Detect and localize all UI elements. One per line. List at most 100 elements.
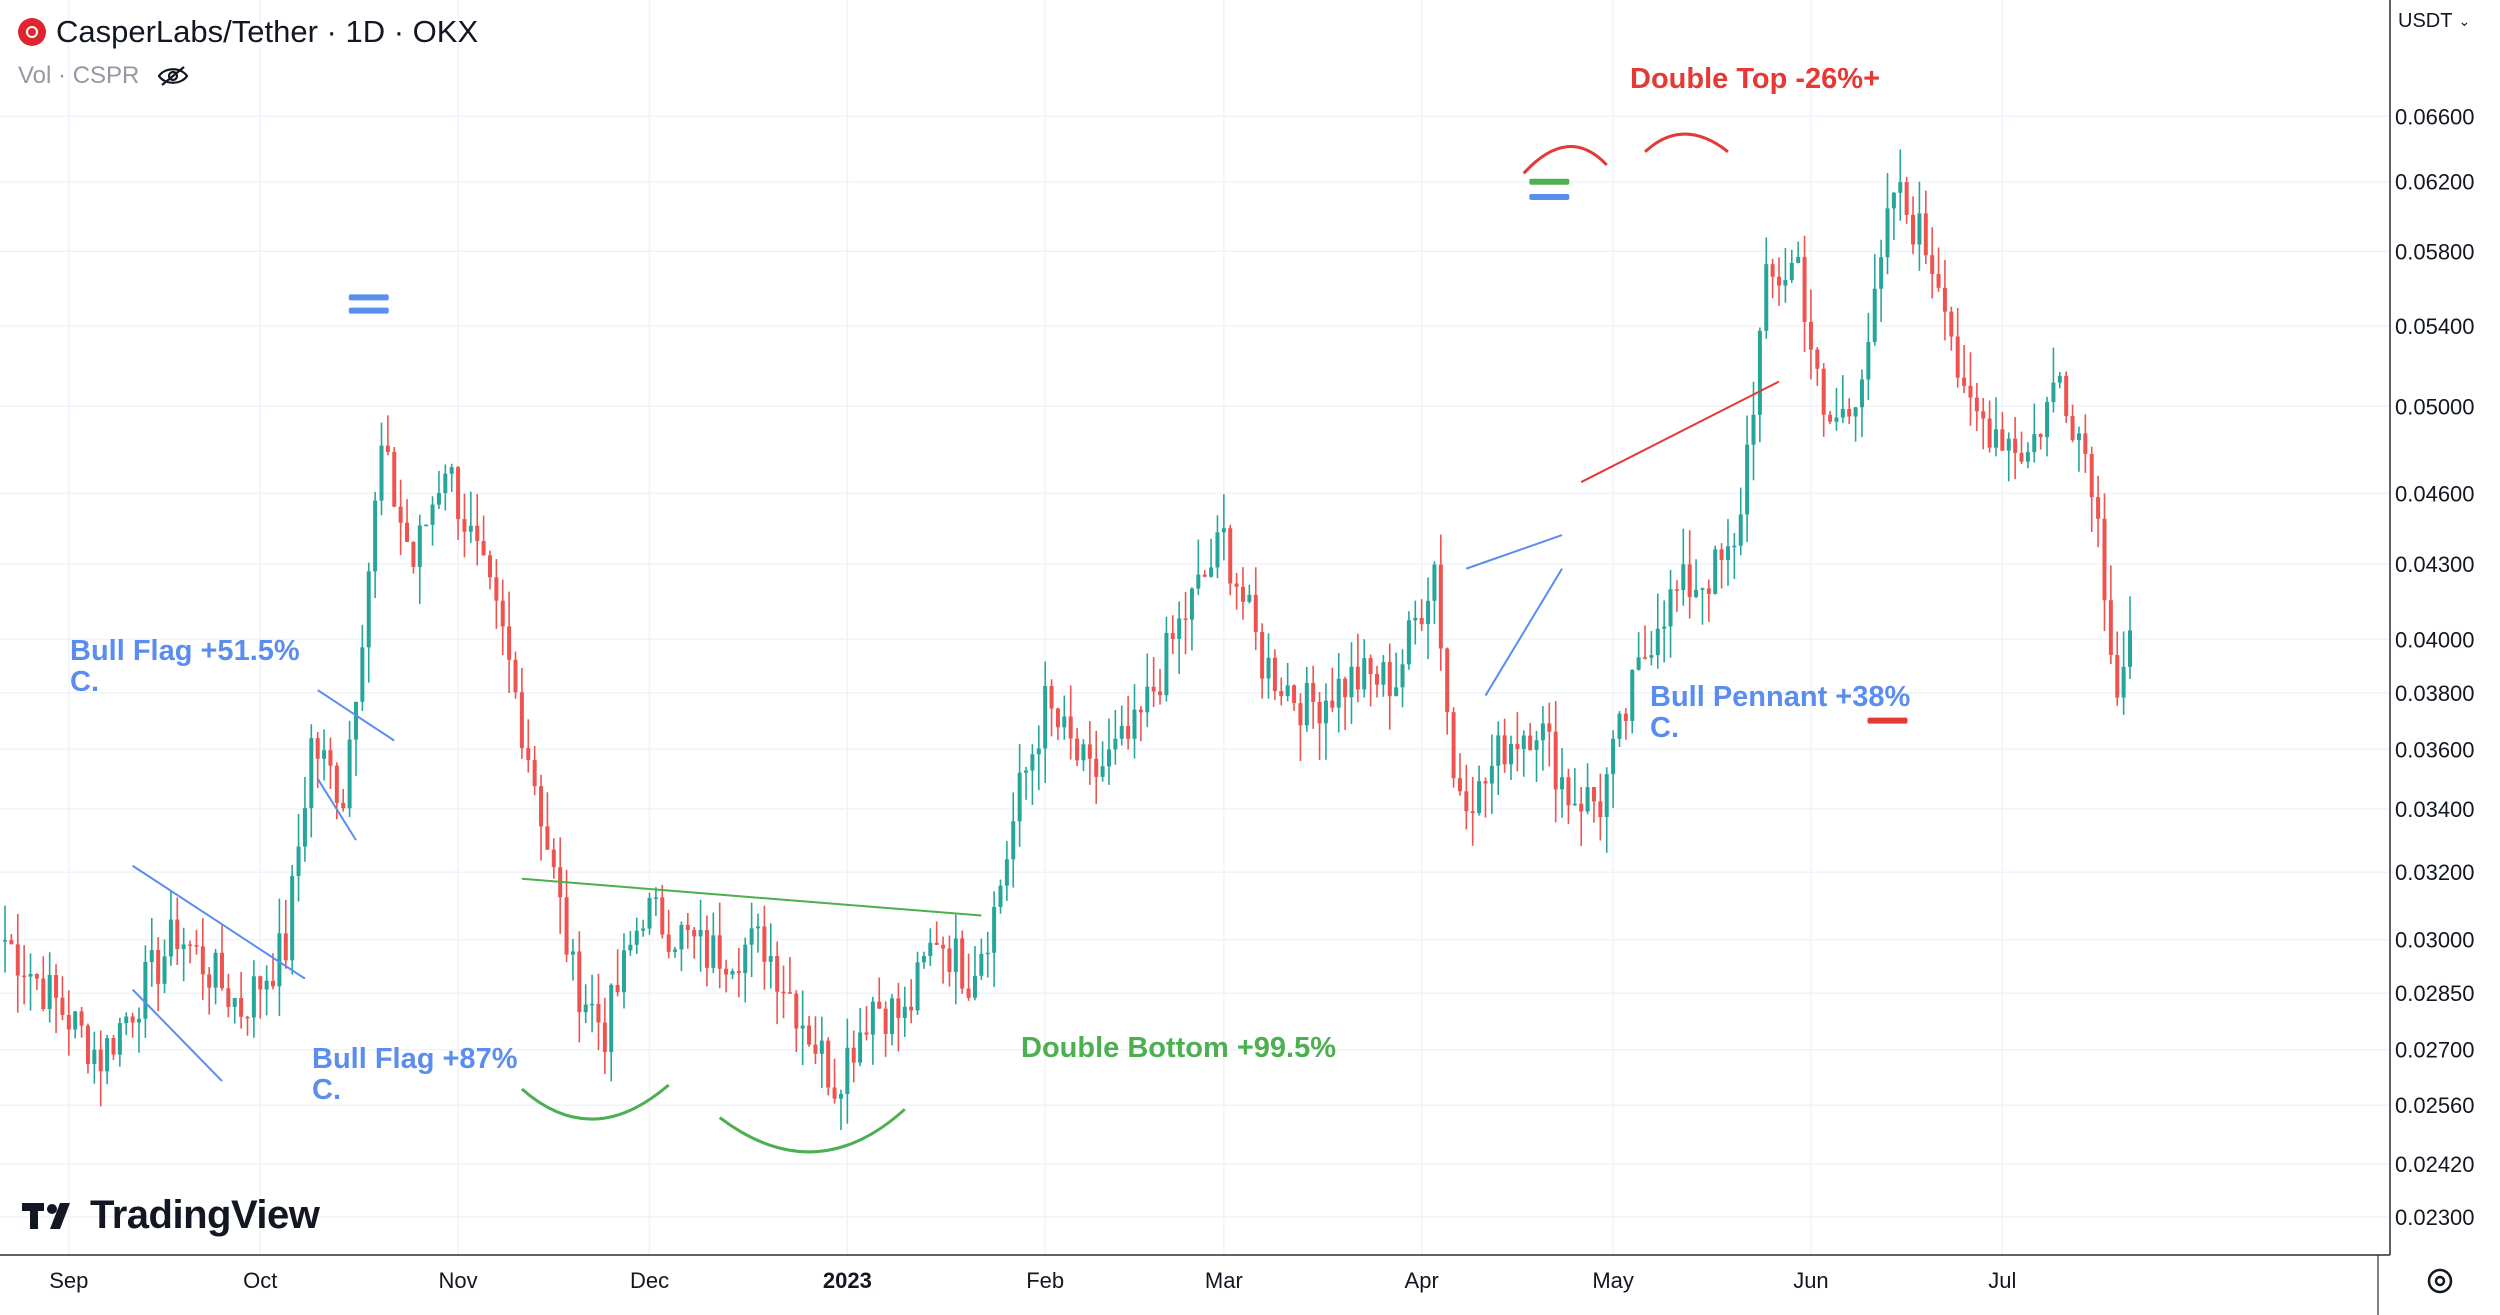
candle	[1528, 722, 1533, 751]
annotation-label: Double Bottom +99.5%	[1021, 1032, 1336, 1064]
candle	[1891, 192, 1896, 241]
candle-body	[277, 933, 282, 987]
candle-body	[800, 1025, 805, 1029]
candle	[2102, 493, 2107, 631]
candle-body	[226, 988, 231, 1007]
candle	[1834, 387, 1839, 431]
candle-body	[1968, 385, 1973, 398]
annotation-label: Double Top -26%+	[1630, 63, 1880, 95]
candle-body	[1049, 686, 1054, 709]
currency-selector[interactable]: USDT ⌄	[2398, 10, 2470, 33]
candle-body	[519, 692, 524, 749]
candle	[1457, 753, 1462, 796]
candle	[2038, 433, 2043, 450]
candle	[1496, 721, 1501, 795]
candle-body	[2051, 382, 2056, 403]
candle	[1374, 665, 1379, 698]
candle-body	[1993, 429, 1998, 448]
candle	[1904, 176, 1909, 224]
candle	[628, 931, 633, 956]
watermark-text: TradingView	[90, 1193, 320, 1237]
candle	[290, 865, 295, 975]
candle	[296, 813, 301, 902]
candle-body	[494, 577, 499, 601]
candle-body	[1840, 408, 1845, 418]
candle	[985, 931, 990, 978]
candle-body	[1821, 368, 1826, 415]
candle	[851, 1030, 856, 1083]
candle-body	[1553, 731, 1558, 790]
candle-body	[175, 919, 180, 950]
candle	[1464, 764, 1469, 830]
candle-body	[1196, 574, 1201, 589]
candle	[1700, 587, 1705, 625]
candle	[909, 979, 914, 1024]
candle-body	[1694, 589, 1699, 597]
candle-body	[1706, 588, 1711, 594]
candle-body	[2064, 375, 2069, 416]
candle	[188, 940, 193, 964]
candle-body	[1445, 648, 1450, 713]
candle	[545, 792, 550, 850]
neckline	[521, 877, 982, 917]
candle-body	[673, 949, 678, 952]
candle-body	[66, 1014, 71, 1030]
bull-flag-2-upper	[317, 689, 395, 742]
gear-icon[interactable]	[2427, 1268, 2453, 1294]
candle	[1738, 487, 1743, 556]
candle-body	[1496, 735, 1501, 766]
candle	[660, 884, 665, 939]
candle-body	[660, 897, 665, 935]
candle	[902, 986, 907, 1037]
candle-body	[1209, 567, 1214, 577]
candle-body	[1949, 311, 1954, 337]
candle	[47, 952, 52, 1023]
volume-legend[interactable]: Vol · CSPR	[18, 62, 189, 90]
candle	[360, 624, 365, 711]
candle	[826, 1037, 831, 1096]
candle	[698, 899, 703, 972]
annotation-sub: C.	[70, 666, 99, 698]
tradingview-watermark: TradingView	[22, 1193, 320, 1238]
candle-body	[1815, 349, 1820, 369]
candle-body	[92, 1049, 97, 1065]
candle-body	[513, 659, 518, 693]
candle	[73, 1010, 78, 1039]
eye-hidden-icon[interactable]	[157, 65, 189, 87]
candle-body	[877, 1001, 882, 1009]
candle-body	[1183, 618, 1188, 620]
candle-body	[972, 975, 977, 998]
candle-body	[1917, 213, 1922, 245]
candle	[1719, 543, 1724, 589]
candle-body	[1942, 287, 1947, 312]
candle-body	[137, 1018, 142, 1023]
candle	[1317, 692, 1322, 761]
candle-body	[1777, 276, 1782, 286]
candle-body	[296, 846, 301, 876]
candle-body	[1719, 549, 1724, 561]
candle	[858, 1007, 863, 1067]
candle	[175, 897, 180, 965]
candle-body	[1272, 657, 1277, 692]
candle	[468, 491, 473, 543]
candle	[972, 946, 977, 1001]
x-tick-label: Nov	[439, 1268, 478, 1293]
candle-body	[992, 906, 997, 953]
candle	[877, 977, 882, 1009]
candle-body	[28, 974, 33, 977]
candle	[1183, 591, 1188, 655]
x-tick-label: Jun	[1793, 1268, 1828, 1293]
candle	[641, 919, 646, 937]
candle	[653, 887, 658, 917]
candle	[366, 562, 371, 683]
candle-body	[1655, 628, 1660, 656]
candle-body	[2019, 452, 2024, 462]
symbol-header[interactable]: CasperLabs/Tether · 1D · OKX	[18, 14, 478, 50]
candle-body	[2115, 654, 2120, 698]
candle-body	[1611, 738, 1616, 775]
candle	[462, 493, 467, 558]
candle-body	[130, 1016, 135, 1023]
candle	[1368, 654, 1373, 707]
candle	[194, 929, 199, 955]
